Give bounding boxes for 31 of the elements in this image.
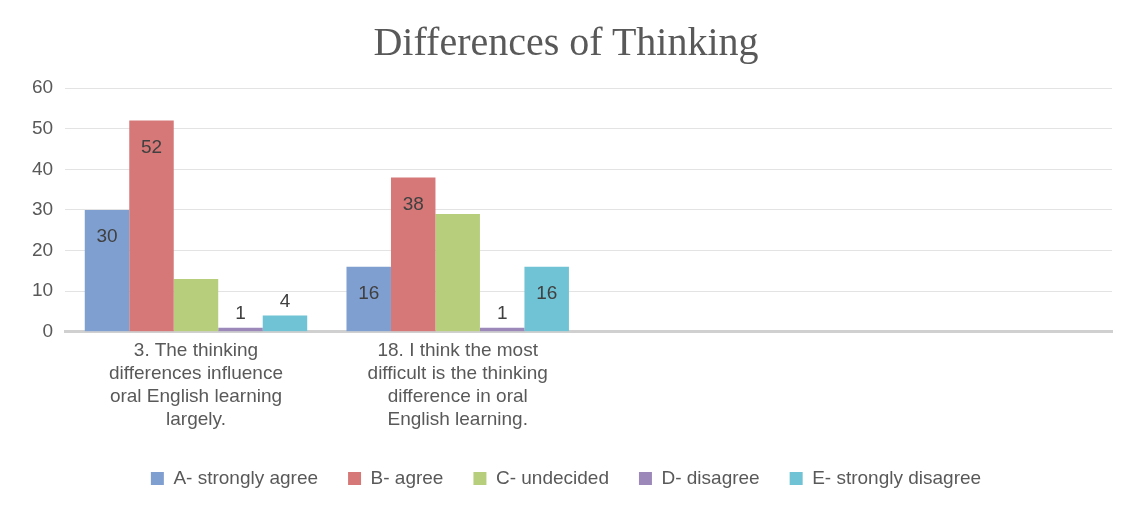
legend-label: B- agree xyxy=(370,466,444,488)
x-tick-label: 3. The thinking differences influence oral English learning largely. xyxy=(109,339,283,429)
chart-title: Differences of Thinking xyxy=(373,18,759,64)
legend-label: A- strongly agree xyxy=(173,466,319,488)
legend-label: E- strongly disagree xyxy=(812,466,982,488)
legend-label: C- undecided xyxy=(495,466,609,488)
data-label: 1 xyxy=(496,301,508,323)
y-tick-label: 50 xyxy=(31,116,54,138)
bar xyxy=(173,278,219,332)
data-label: 30 xyxy=(96,225,118,247)
bar xyxy=(346,266,391,332)
bar xyxy=(390,177,436,332)
y-tick-label: 20 xyxy=(31,238,54,260)
bar xyxy=(435,213,480,332)
data-label: 38 xyxy=(402,192,424,214)
y-tick-label: 10 xyxy=(31,279,54,301)
x-tick-label: 18. I think the most difficult is the thinking difference in oral English learning. xyxy=(367,339,548,429)
bar xyxy=(524,266,569,332)
y-tick-label: 30 xyxy=(31,198,54,220)
y-tick-label: 40 xyxy=(31,157,54,179)
data-label: 16 xyxy=(536,282,558,304)
data-label: 1 xyxy=(235,301,246,323)
data-label: 52 xyxy=(140,135,163,157)
bar xyxy=(129,120,174,332)
data-label: 4 xyxy=(279,289,291,311)
bar xyxy=(262,315,308,332)
legend-label: D- disagree xyxy=(661,466,760,488)
y-tick-label: 60 xyxy=(31,76,54,98)
y-tick-label: 0 xyxy=(42,320,54,342)
data-label: 16 xyxy=(358,282,380,304)
bar xyxy=(84,209,130,332)
